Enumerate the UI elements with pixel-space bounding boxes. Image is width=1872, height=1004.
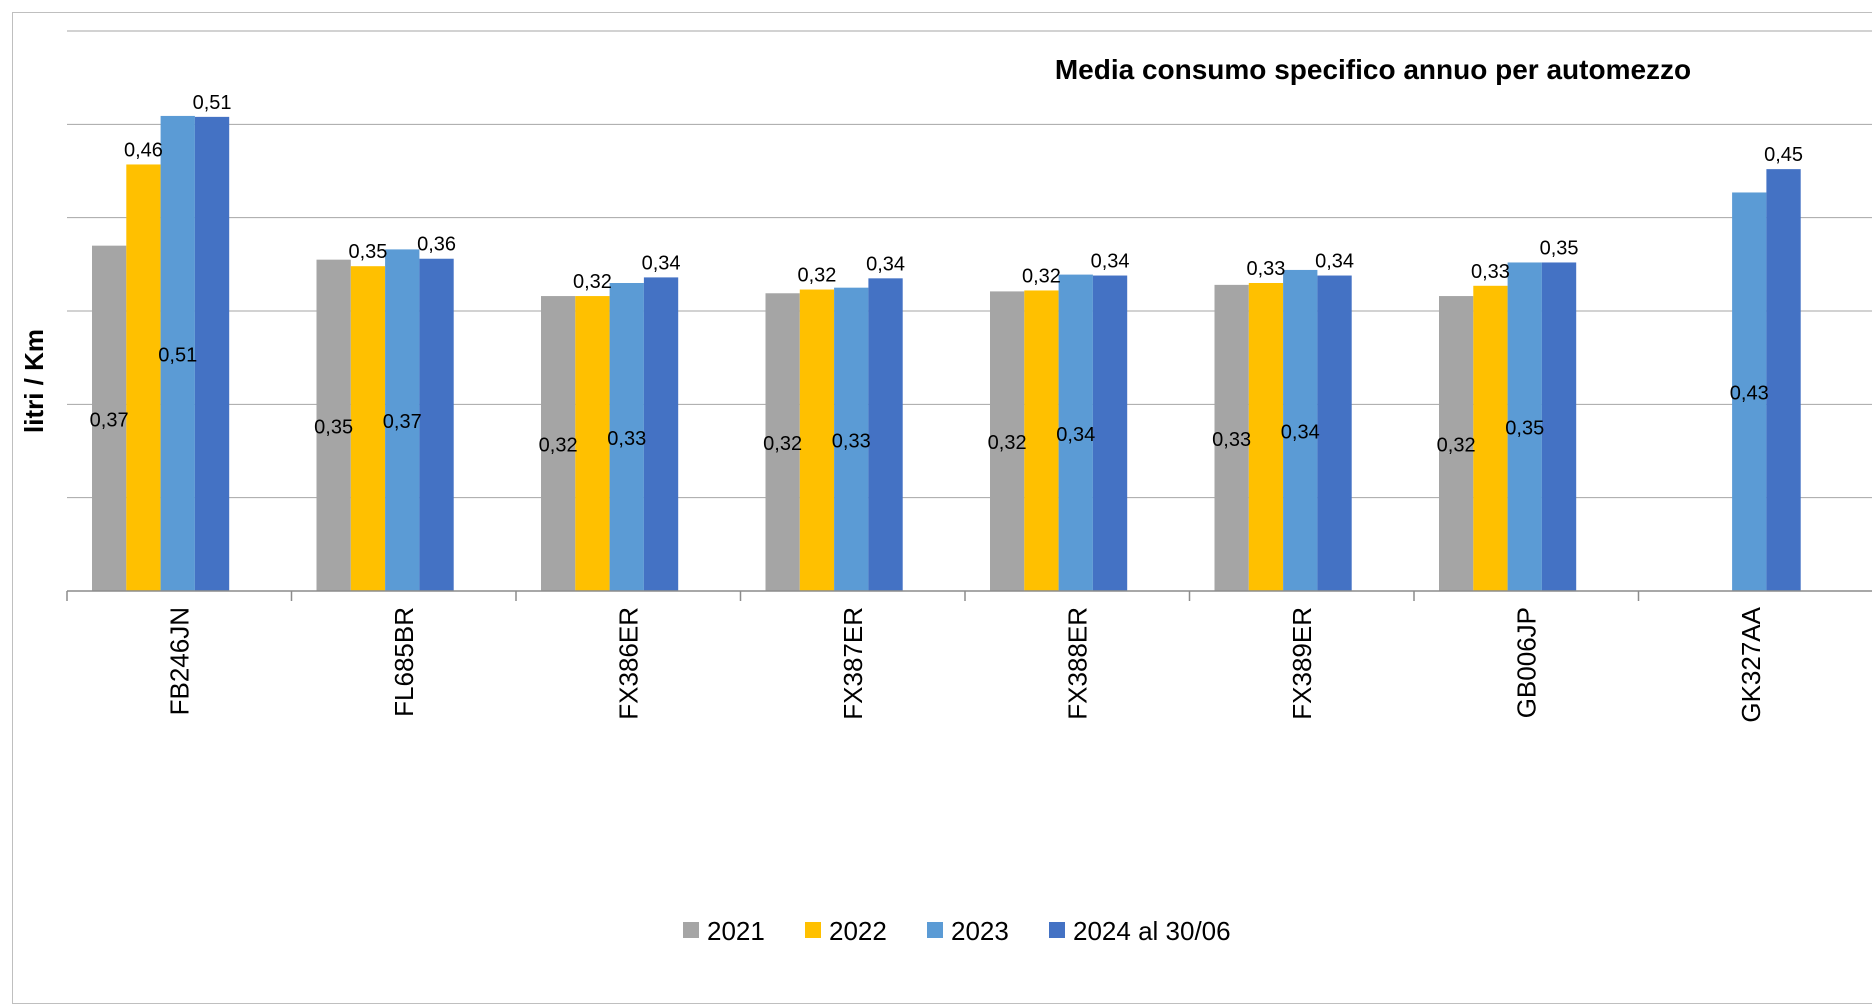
bar xyxy=(1248,283,1284,591)
bar xyxy=(1732,192,1767,591)
legend-swatch xyxy=(1049,922,1065,938)
data-label: 0,33 xyxy=(1212,429,1251,451)
legend-label: 2022 xyxy=(829,916,887,946)
bar xyxy=(194,116,230,591)
bar xyxy=(990,291,1025,591)
bar xyxy=(1473,285,1508,591)
bars xyxy=(92,115,1801,591)
data-label: 0,34 xyxy=(866,253,905,275)
bar xyxy=(1092,275,1128,591)
x-tick-label: FX389ER xyxy=(1287,607,1317,720)
bar xyxy=(575,296,610,591)
bar xyxy=(1283,269,1318,591)
data-label: 0,34 xyxy=(1281,421,1320,443)
data-label: 0,51 xyxy=(158,344,197,366)
chart-frame: FB246JN FL685BR FX386ER FX387ER FX388ER FX389… xyxy=(12,12,1872,1004)
data-label: 0,33 xyxy=(1471,261,1510,283)
legend-label: 2023 xyxy=(951,916,1009,946)
data-label: 0,32 xyxy=(1437,435,1476,457)
bar xyxy=(316,259,351,591)
bar xyxy=(799,289,835,591)
data-label: 0,34 xyxy=(642,252,681,274)
legend-label: 2021 xyxy=(707,916,765,946)
x-tick-label: FX388ER xyxy=(1062,607,1092,720)
bar xyxy=(1214,284,1249,591)
x-tick-label: FX386ER xyxy=(613,607,643,720)
bar xyxy=(643,277,679,591)
data-label: 0,32 xyxy=(1022,265,1061,287)
bar xyxy=(1439,296,1474,591)
legend-label: 2024 al 30/06 xyxy=(1073,916,1231,946)
x-axis: FB246JN FL685BR FX386ER FX387ER FX388ER FX389… xyxy=(66,590,1872,723)
bar xyxy=(1317,275,1352,591)
bar xyxy=(1024,290,1059,591)
legend-swatch xyxy=(927,922,943,938)
data-label: 0,32 xyxy=(573,271,612,293)
data-label: 0,36 xyxy=(417,234,456,256)
bar xyxy=(92,245,127,591)
data-label: 0,35 xyxy=(348,241,387,263)
data-label: 0,34 xyxy=(1056,424,1095,446)
data-label: 0,35 xyxy=(1505,418,1544,440)
legend: 2021 2022 2023 2024 al 30/06 xyxy=(683,916,1231,946)
data-label: 0,35 xyxy=(1540,237,1579,259)
bar xyxy=(765,293,800,591)
x-tick-label: FL685BR xyxy=(389,607,419,717)
data-label: 0,37 xyxy=(383,411,422,433)
data-label: 0,34 xyxy=(1091,251,1130,273)
data-label: 0,46 xyxy=(124,139,163,161)
bar xyxy=(1766,169,1801,591)
bar xyxy=(609,283,644,591)
data-label: 0,32 xyxy=(797,265,836,287)
legend-swatch xyxy=(683,922,699,938)
data-label: 0,32 xyxy=(539,435,578,457)
data-label: 0,35 xyxy=(314,416,353,438)
chart-title: Media consumo specifico annuo per autome… xyxy=(1055,54,1691,85)
data-label: 0,43 xyxy=(1730,383,1769,405)
bar xyxy=(126,164,161,591)
data-label: 0,51 xyxy=(193,92,232,114)
bar xyxy=(541,296,576,591)
chart-svg: FB246JN FL685BR FX386ER FX387ER FX388ER FX389… xyxy=(19,30,1872,946)
data-label: 0,34 xyxy=(1315,251,1354,273)
x-tick-label: FB246JN xyxy=(164,607,194,715)
x-tick-label: FX387ER xyxy=(838,607,868,720)
data-labels: 0,37 0,46 0,51 0,51 0,35 0,35 0,37 0,36 0,32 0,32… xyxy=(90,92,1803,457)
bar xyxy=(419,258,454,591)
data-label: 0,33 xyxy=(607,428,646,450)
bar xyxy=(868,278,903,591)
data-label: 0,33 xyxy=(1246,258,1285,280)
bar xyxy=(160,115,195,591)
bar xyxy=(385,249,420,591)
data-label: 0,32 xyxy=(988,432,1027,454)
data-label: 0,33 xyxy=(832,430,871,452)
data-label: 0,32 xyxy=(763,433,802,455)
data-label: 0,45 xyxy=(1764,144,1803,166)
x-tick-label: GK327AA xyxy=(1736,606,1766,722)
data-label: 0,37 xyxy=(90,409,129,431)
bar xyxy=(350,266,386,591)
bar xyxy=(1058,274,1093,591)
bar xyxy=(834,287,869,591)
x-tick-label: GB006JP xyxy=(1511,607,1541,718)
legend-swatch xyxy=(805,922,821,938)
bar xyxy=(1541,262,1577,591)
y-axis-label: litri / Km xyxy=(19,329,49,433)
bar xyxy=(1507,262,1542,591)
